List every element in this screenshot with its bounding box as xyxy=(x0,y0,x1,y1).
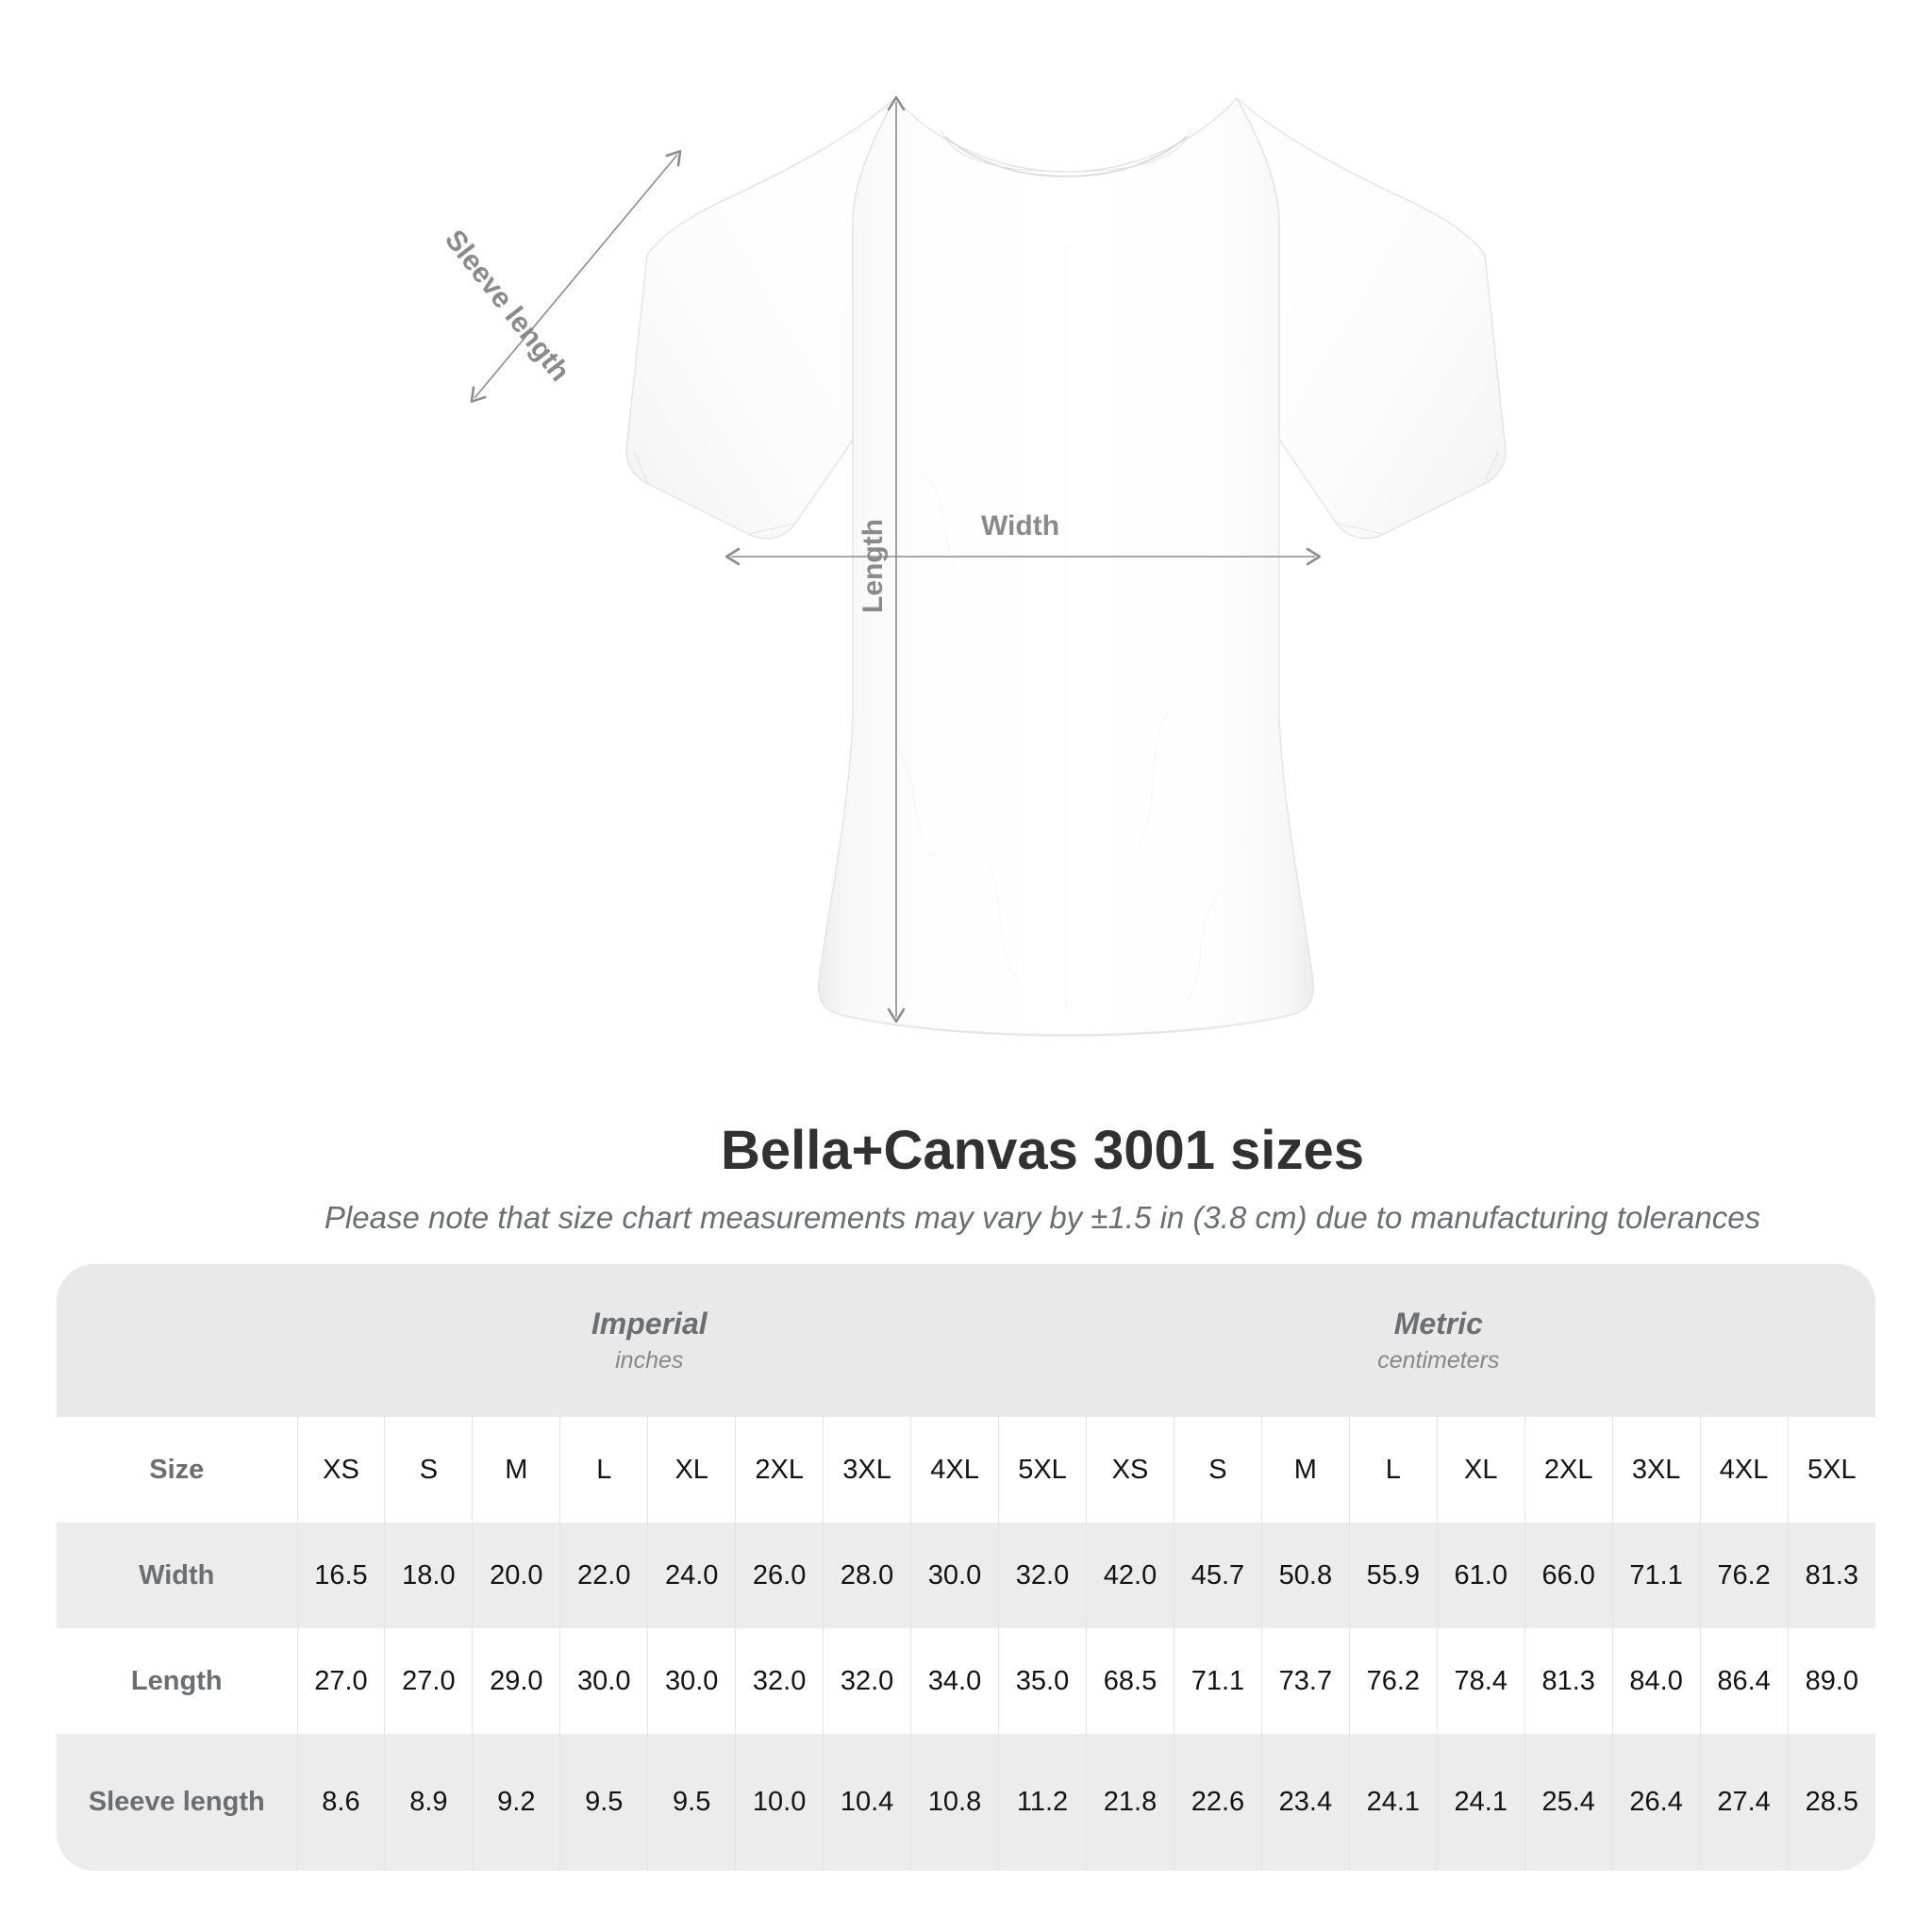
svg-text:Length: Length xyxy=(858,519,889,613)
svg-text:Width: Width xyxy=(981,510,1059,541)
svg-text:Sleeve length: Sleeve length xyxy=(439,225,575,388)
